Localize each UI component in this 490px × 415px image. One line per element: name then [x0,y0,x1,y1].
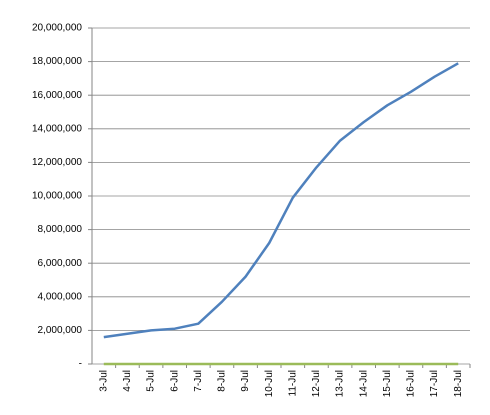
x-tick-label: 8-Jul [217,370,228,392]
y-tick-label: 14,000,000 [32,123,82,134]
x-tick-label: 16-Jul [406,370,417,397]
y-tick-label: 6,000,000 [38,258,83,269]
x-tick-label: 12-Jul [311,370,322,397]
x-tick-label: 17-Jul [429,370,440,397]
y-tick-label: 8,000,000 [38,224,83,235]
x-tick-label: 3-Jul [98,370,109,392]
x-tick-label: 10-Jul [264,370,275,397]
y-tick-label: 10,000,000 [32,191,82,202]
y-tick-label: 4,000,000 [38,291,83,302]
x-tick-label: 6-Jul [169,370,180,392]
x-tick-label: 11-Jul [287,370,298,397]
y-tick-label: 18,000,000 [32,56,82,67]
x-tick-label: 18-Jul [453,370,464,397]
y-tick-label: 16,000,000 [32,90,82,101]
x-tick-label: 7-Jul [193,370,204,392]
y-tick-label: 2,000,000 [38,325,83,336]
x-tick-label: 15-Jul [382,370,393,397]
series-line [103,62,459,339]
x-tick-label: 9-Jul [240,370,251,392]
y-tick-label: 20,000,000 [32,23,82,34]
x-tick-label: 4-Jul [122,370,133,392]
y-tick-label: 12,000,000 [32,157,82,168]
y-tick-label: - [79,359,82,370]
x-tick-label: 13-Jul [335,370,346,397]
x-tick-label: 5-Jul [146,370,157,392]
x-tick-label: 14-Jul [358,370,369,397]
